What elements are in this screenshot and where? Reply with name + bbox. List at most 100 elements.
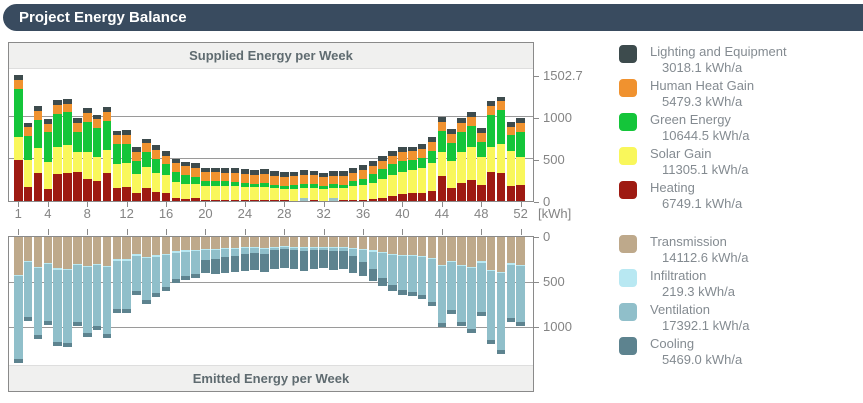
emitted-seg-transmission [191,237,200,250]
supplied-seg-green [437,130,447,153]
supplied-seg-human [309,175,319,185]
supplied-seg-human [270,175,279,185]
emitted-seg-ventilation [358,250,368,262]
emitted-seg-infiltration [260,247,269,249]
supplied-seg-solar [496,144,506,173]
emitted-seg-cooling [348,256,358,273]
supplied-seg-solar [132,174,141,194]
supplied-bar-week-48 [476,128,486,201]
supplied-bar-week-45 [447,129,456,201]
emitted-seg-transmission [220,237,230,249]
emitted-seg-cooling [82,333,92,338]
supplied-seg-heating [516,185,525,201]
supplied-seg-green [309,184,319,188]
emitted-seg-infiltration [339,246,348,248]
emitted-seg-transmission [378,237,388,253]
x-tick-top-week-32 [323,202,325,207]
supplied-seg-heating [250,199,259,201]
emitted-seg-cooling [289,250,299,270]
x-tick-top-week-48 [481,202,483,207]
x-tick-top-week-52 [520,202,522,207]
emitted-seg-ventilation [516,265,525,323]
supplied-seg-human [161,155,171,165]
emitted-seg-ventilation [211,249,220,260]
supplied-seg-lighting [151,145,161,151]
x-tick-top-week-16 [166,202,168,207]
emitted-bar-week-35 [348,237,358,273]
supplied-seg-lighting [23,122,33,128]
supplied-seg-lighting [457,118,466,123]
supplied-seg-solar [73,152,82,172]
emitted-seg-infiltration [191,249,200,252]
emitted-seg-transmission [476,237,486,262]
supplied-seg-heating [240,199,250,201]
supplied-seg-lighting [181,161,191,167]
emitted-seg-cooling [496,350,506,355]
emitted-seg-ventilation [82,266,92,334]
supplied-seg-heating [43,189,53,201]
x-axis-label-week-1: 1 [14,206,22,221]
supplied-y-tick-0 [534,202,539,203]
supplied-seg-solar [486,146,496,172]
emitted-seg-cooling [132,290,141,295]
supplied-seg-solar [230,186,240,200]
supplied-seg-human [260,173,269,183]
emitted-bar-week-47 [467,237,476,333]
supplied-bar-week-35 [348,167,358,201]
x-tick-bottom-week-44 [441,229,443,235]
supplied-seg-solar [289,188,299,201]
supplied-bar-week-49 [486,101,496,201]
x-tick-bottom-week-48 [481,229,483,235]
emitted-seg-cooling [92,325,102,330]
supplied-seg-heating [309,199,319,201]
legend-label-cooling: Cooling [650,336,695,351]
x-tick-bottom-week-20 [205,229,207,235]
supplied-seg-green [260,182,269,187]
supplied-seg-lighting [279,172,289,178]
emitted-bar-week-26 [260,237,269,272]
emitted-seg-ventilation [339,247,348,251]
supplied-seg-solar [151,172,161,192]
emitted-seg-ventilation [53,269,62,342]
supplied-seg-solar [398,171,407,195]
emitted-seg-infiltration [467,266,476,268]
legend-swatch-transmission [619,235,637,253]
supplied-seg-lighting [427,137,437,143]
emitted-seg-infiltration [132,254,141,256]
emitted-bar-week-12 [122,237,131,314]
x-tick-top-week-20 [205,202,207,207]
supplied-seg-solar [33,148,43,174]
emitted-seg-ventilation [279,247,289,250]
supplied-seg-solar [388,175,397,196]
legend-item-solar-gain: Solar Gain 11305.1 kWh/a [619,146,859,178]
legend-swatch-ventilation [619,303,637,321]
supplied-bar-week-11 [112,130,122,201]
emitted-seg-transmission [427,237,437,259]
emitted-seg-transmission [339,237,348,247]
supplied-bar-week-50 [496,96,506,201]
supplied-seg-human [102,111,112,121]
supplied-seg-green [447,142,456,161]
legend-item-heating: Heating 6749.1 kWh/a [619,180,859,212]
supplied-seg-ventilation-gain [329,198,338,201]
emitted-seg-transmission [368,237,378,251]
supplied-gridline-500 [9,158,533,160]
supplied-seg-solar [358,185,368,200]
supplied-seg-solar [161,175,171,194]
legend-label-heating: Heating [650,180,695,195]
supplied-seg-human [43,123,53,133]
emitted-seg-infiltration [358,249,368,251]
emitted-bar-week-42 [417,237,427,299]
emitted-seg-transmission [181,237,191,251]
emitted-seg-transmission [230,237,240,248]
supplied-seg-lighting [417,144,427,149]
legend-item-cooling: Cooling 5469.0 kWh/a [619,336,859,368]
emitted-y-label-500: 500 [543,273,565,289]
emitted-bar-week-11 [112,237,122,313]
legend: Lighting and Equipment 3018.1 kWh/a Human … [619,0,859,403]
emitted-seg-cooling [112,308,122,313]
supplied-seg-human [496,101,506,111]
emitted-seg-transmission [53,237,62,269]
emitted-seg-ventilation [289,248,299,251]
supplied-seg-heating [92,180,102,201]
